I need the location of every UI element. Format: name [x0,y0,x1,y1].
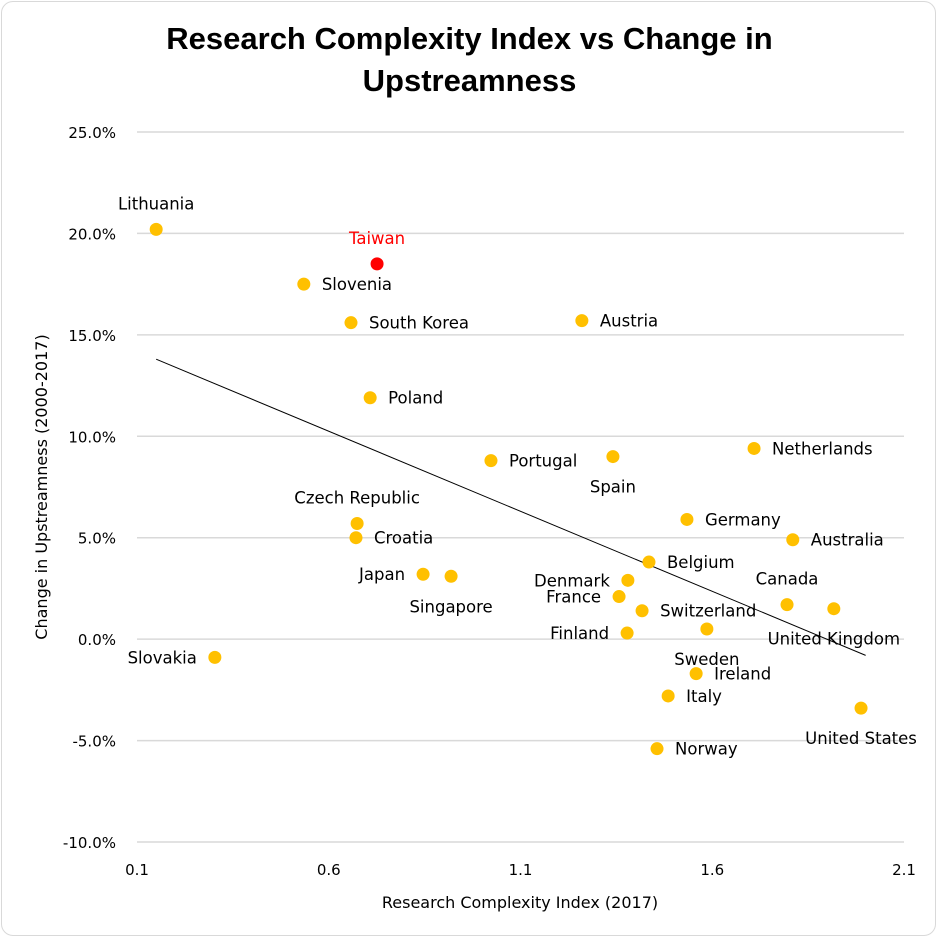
x-tick-label: 1.1 [509,861,533,879]
y-tick-label: -10.0% [63,834,116,852]
label-norway: Norway [675,740,738,759]
point-france [612,590,626,604]
chart-title: Research Complexity Index vs Change in U… [0,18,939,102]
point-united-states [854,701,868,715]
label-czech-republic: Czech Republic [294,489,420,508]
label-slovenia: Slovenia [322,275,392,294]
label-italy: Italy [686,687,722,706]
label-netherlands: Netherlands [772,439,873,458]
point-austria [575,314,589,328]
y-axis-title: Change in Upstreamness (2000-2017) [32,334,51,639]
label-croatia: Croatia [374,529,433,548]
label-ireland: Ireland [714,665,771,684]
data-labels: Lithuania Taiwan Slovenia South Korea Austri… [118,194,917,758]
x-tick-label: 0.6 [317,861,341,879]
point-denmark [621,573,635,587]
label-taiwan: Taiwan [348,229,405,248]
point-belgium [642,555,656,569]
point-ireland [689,667,703,681]
chart-title-line-2: Upstreamness [362,63,577,98]
trendline [155,358,866,656]
label-portugal: Portugal [509,452,577,471]
point-singapore [444,569,458,583]
x-tick-label: 1.6 [700,861,724,879]
y-tick-label: 5.0% [78,530,116,548]
label-switzerland: Switzerland [660,602,756,621]
point-czech-republic [350,517,364,531]
label-germany: Germany [705,510,781,529]
label-lithuania: Lithuania [118,194,194,213]
y-tick-label: 15.0% [68,327,116,345]
label-sweden: Sweden [674,650,739,669]
x-axis-title: Research Complexity Index (2017) [382,893,658,912]
point-spain [606,450,620,464]
chart-title-line-1: Research Complexity Index vs Change in [166,21,773,56]
label-slovakia: Slovakia [128,648,197,667]
point-australia [786,533,800,547]
trendline-group [155,358,866,656]
label-belgium: Belgium [667,553,735,572]
point-canada [780,598,794,612]
point-croatia [349,531,363,545]
label-singapore: Singapore [409,597,492,616]
y-tick-label: 20.0% [68,225,116,243]
point-japan [416,567,430,581]
y-tick-label: 10.0% [68,428,116,446]
label-australia: Australia [811,531,884,550]
y-tick-label: -5.0% [72,733,116,751]
point-slovenia [297,277,311,291]
label-austria: Austria [600,312,658,331]
point-italy [661,689,675,703]
point-poland [363,391,377,405]
point-norway [650,742,664,756]
x-axis-ticks: 0.1 0.6 1.1 1.6 2.1 [125,861,916,879]
point-sweden [700,622,714,636]
label-spain: Spain [590,478,636,497]
point-switzerland [635,604,649,618]
y-tick-label: 25.0% [68,124,116,142]
x-tick-label: 0.1 [125,861,149,879]
y-axis-ticks: 25.0% 20.0% 15.0% 10.0% 5.0% 0.0% -5.0% -10.0% [63,124,116,852]
data-points [149,222,868,756]
point-slovakia [208,650,222,664]
point-netherlands [747,441,761,455]
label-france: France [546,588,601,607]
point-portugal [484,454,498,468]
label-denmark: Denmark [534,571,610,590]
label-united-states: United States [805,729,917,748]
label-south-korea: South Korea [369,314,469,333]
label-united-kingdom: United Kingdom [768,630,900,649]
label-canada: Canada [756,570,819,589]
x-tick-label: 2.1 [892,861,916,879]
point-south-korea [344,316,358,330]
point-united-kingdom [827,602,841,616]
point-taiwan [370,257,384,271]
label-japan: Japan [358,565,405,584]
y-tick-label: 0.0% [78,631,116,649]
point-lithuania [149,222,163,236]
point-finland [620,626,634,640]
label-finland: Finland [550,624,609,643]
label-poland: Poland [388,389,443,408]
gridlines [137,131,904,843]
point-germany [680,512,694,526]
